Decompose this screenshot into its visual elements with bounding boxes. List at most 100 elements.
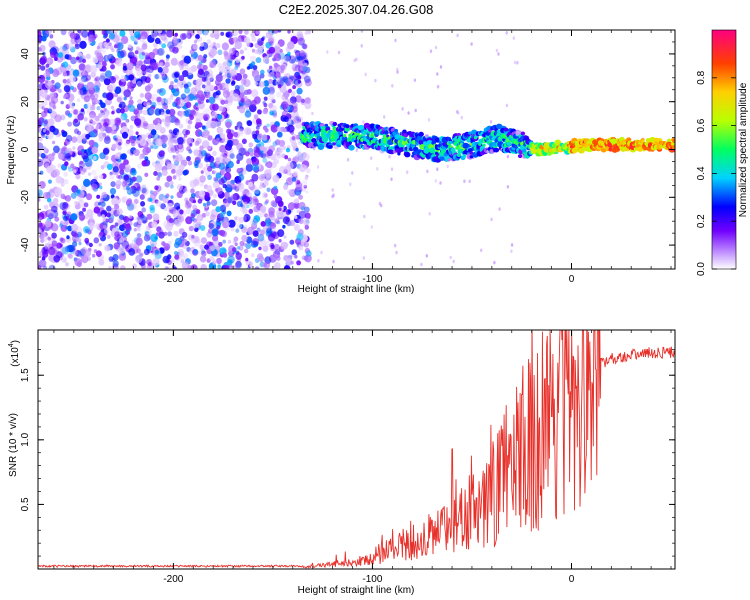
spectrogram-cell — [96, 106, 101, 111]
spectrogram-cell — [173, 144, 180, 151]
spectrogram-cell — [251, 89, 259, 98]
spectrogram-cell — [145, 138, 152, 145]
spectrogram-cell — [92, 102, 96, 106]
spectrogram-cell — [133, 222, 138, 228]
spectrogram-cell — [95, 76, 100, 82]
spectrogram-cell — [103, 113, 109, 119]
spectrogram-cell — [200, 237, 207, 244]
spectrogram-cell — [203, 192, 210, 199]
spectrogram-cell — [195, 209, 201, 215]
spectrogram-cell — [133, 149, 140, 157]
spectrogram-cell — [482, 143, 486, 147]
spectrogram-cell — [296, 184, 302, 191]
spectrogram-cell — [117, 245, 126, 254]
spectrogram-cell — [390, 177, 393, 181]
spectrogram-cell — [95, 99, 100, 105]
spectrogram-cell — [116, 174, 120, 179]
spectrogram-cell — [38, 142, 44, 151]
spectrogram-cell — [201, 250, 207, 257]
spectrogram-cell — [38, 103, 44, 109]
spectrogram-cell — [101, 110, 105, 116]
spectrogram-cell — [101, 49, 107, 54]
spectrogram-cell — [162, 66, 169, 74]
spectrogram-cell — [176, 191, 183, 199]
spectrogram-cell — [193, 39, 198, 44]
spectrogram-cell — [122, 65, 128, 71]
spectrogram-cell — [272, 174, 280, 183]
spectrogram-cell — [63, 85, 71, 93]
spectrogram-cell — [304, 97, 311, 104]
spectrogram-cell — [205, 99, 210, 103]
spectrogram-cell — [106, 111, 110, 116]
spectrogram-cell — [193, 236, 200, 243]
spectrogram-cell — [170, 147, 175, 152]
spectrogram-cell — [145, 132, 152, 140]
spectrogram-cell — [331, 194, 334, 199]
spectrogram-cell — [282, 216, 290, 225]
spectrogram-cell — [114, 203, 120, 210]
spectrogram-cell — [277, 84, 282, 89]
spectrogram-cell — [212, 180, 220, 189]
spectrogram-cell — [60, 30, 67, 36]
spectrogram-cell — [207, 165, 213, 172]
spectrogram-cell — [76, 98, 81, 102]
spectrogram-cell — [434, 45, 438, 50]
spectrogram-cell — [525, 135, 529, 140]
spectrogram-cell — [44, 30, 53, 35]
spectrogram-cell — [270, 124, 278, 133]
spectrogram-cell — [244, 37, 250, 44]
spectrogram-cell — [227, 255, 235, 264]
spectrogram-cell — [43, 191, 50, 200]
spectrogram-cell — [244, 248, 249, 254]
spectrogram-cell — [297, 151, 302, 156]
colorbar: 0.0 0.2 0.4 0.6 0.8 Normalized spectral ampl… — [696, 29, 749, 276]
spectrogram-cell — [245, 97, 249, 102]
spectrogram-cell — [170, 195, 174, 199]
spectrogram-cell — [244, 127, 252, 136]
spectrogram-cell — [159, 127, 166, 134]
spectrogram-cell — [119, 101, 126, 109]
spectrogram-cell — [222, 183, 227, 189]
spectrogram-cell — [51, 223, 59, 232]
spectrogram-cell — [232, 138, 240, 146]
spectrogram-cell — [447, 158, 451, 162]
spectrogram-cell — [265, 31, 273, 39]
spectrogram-cell — [262, 245, 269, 252]
spectrogram-cell — [206, 185, 213, 191]
spectrogram-cell — [238, 30, 243, 35]
spectrogram-cell — [150, 145, 154, 149]
spectrogram-cell — [124, 140, 131, 147]
spectrogram-cell — [276, 209, 283, 218]
spectrogram-cell — [126, 62, 134, 71]
spectrogram-cell — [257, 109, 262, 115]
spectrogram-cell — [195, 122, 200, 127]
spectrogram-cell — [127, 51, 135, 59]
spectrogram-cell — [260, 205, 267, 213]
spectrogram-cell — [251, 130, 258, 137]
spectrogram-cell — [94, 115, 100, 122]
spectrogram-cell — [178, 164, 185, 171]
spectrogram-cell — [94, 223, 101, 230]
spectrogram-cell — [83, 117, 88, 122]
spectrogram-cell — [182, 62, 189, 70]
spectrogram-cell — [269, 110, 274, 116]
spectrogram-cell — [116, 48, 120, 53]
spectrogram-cell — [64, 195, 72, 202]
spectrogram-cell — [185, 118, 191, 124]
spectrogram-cell — [337, 130, 344, 136]
spectrogram-cell — [253, 149, 261, 158]
spectrogram-cell — [242, 215, 247, 221]
spectrogram-cell — [287, 157, 292, 162]
spectrogram-cell — [197, 162, 203, 169]
spectrogram-cell — [136, 233, 142, 238]
spectrogram-cell — [199, 244, 205, 250]
spectrogram-cell — [456, 33, 459, 38]
spectrogram-cell — [144, 172, 149, 177]
spectrogram-cell — [59, 243, 64, 248]
spectrogram-cell — [139, 35, 146, 42]
spectrogram-cell — [183, 188, 188, 193]
spectrogram-cell — [125, 186, 130, 191]
spectrogram-cell — [294, 215, 298, 220]
spectrogram-cell — [106, 205, 112, 212]
spectrogram-cell — [239, 240, 245, 247]
